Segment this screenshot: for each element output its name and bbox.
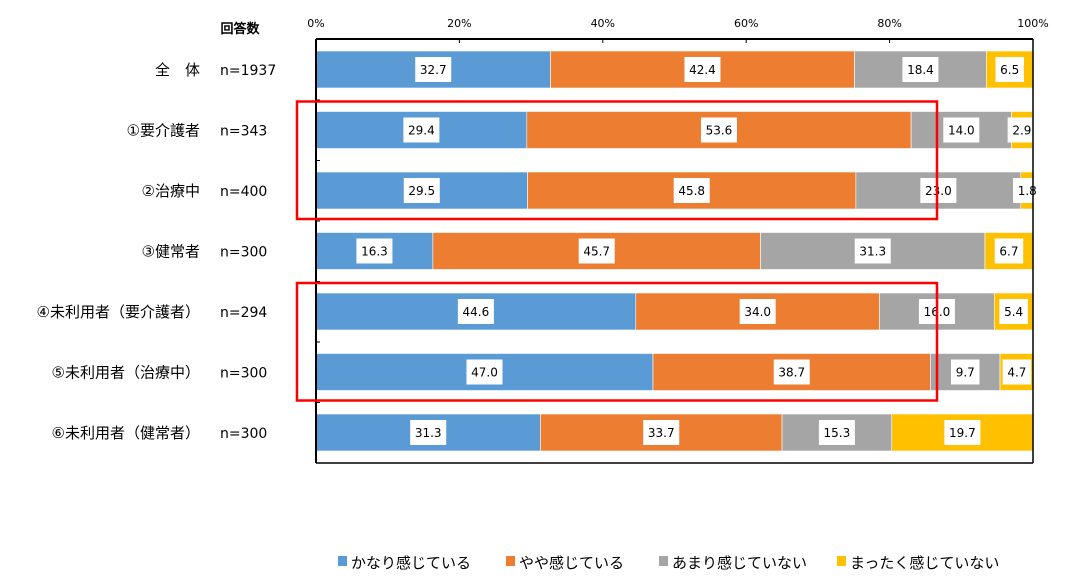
data-label-box — [773, 359, 810, 385]
n-label: n=400 — [220, 184, 267, 200]
data-label-box — [995, 57, 1024, 82]
x-tick-label: 40% — [591, 17, 615, 30]
data-label-box — [673, 178, 710, 203]
data-label-box — [920, 178, 957, 203]
data-label-box — [854, 238, 891, 264]
data-label: 16.3 — [361, 245, 388, 259]
legend-swatch — [506, 556, 515, 566]
data-label: 29.4 — [408, 124, 435, 138]
data-label-box — [999, 299, 1028, 324]
legend-label: やや感じている — [519, 554, 624, 572]
x-tick-label: 100% — [1017, 17, 1048, 30]
data-label-box — [466, 359, 503, 385]
data-label: 53.6 — [706, 124, 733, 138]
n-header: 回答数 — [220, 21, 260, 37]
legend-label: かなり感じている — [351, 554, 471, 572]
data-label-box — [1002, 359, 1032, 385]
data-label-box — [410, 420, 447, 445]
legend-label: まったく感じていない — [850, 554, 999, 572]
category-label: ④未利用者（要介護者） — [37, 303, 200, 321]
x-tick-label: 20% — [447, 17, 471, 30]
data-label-box — [643, 420, 680, 445]
data-label-box — [356, 238, 393, 264]
n-label: n=300 — [220, 366, 267, 382]
data-label-box — [457, 299, 494, 324]
data-label-box — [950, 359, 980, 385]
data-label: 33.7 — [648, 426, 675, 440]
data-label: 42.4 — [689, 63, 716, 77]
data-label: 5.4 — [1004, 305, 1023, 319]
category-label: ③健常者 — [142, 243, 200, 261]
data-label: 31.3 — [859, 245, 886, 259]
category-label: ⑤未利用者（治療中） — [52, 364, 200, 382]
data-label-box — [994, 238, 1024, 264]
data-label-box — [1013, 178, 1042, 203]
data-label: 38.7 — [778, 366, 805, 380]
data-label: 9.7 — [956, 366, 975, 380]
data-label-box — [403, 178, 440, 203]
data-label-box — [700, 117, 737, 143]
data-label-box — [818, 420, 855, 445]
data-label-box — [944, 420, 981, 445]
legend-swatch — [837, 556, 846, 566]
data-label-box — [578, 238, 615, 264]
data-label: 45.7 — [583, 245, 610, 259]
category-label: ⑥未利用者（健常者） — [52, 424, 200, 442]
legend-swatch — [659, 556, 668, 566]
data-label-box — [403, 117, 440, 143]
data-label-box — [943, 117, 980, 143]
data-label-box — [902, 57, 939, 82]
data-label: 1.8 — [1018, 184, 1037, 198]
category-label: ②治療中 — [142, 182, 200, 200]
data-label: 2.9 — [1012, 124, 1031, 138]
legend-label: あまり感じていない — [672, 554, 807, 572]
data-label: 44.6 — [463, 305, 490, 319]
data-label: 47.0 — [471, 366, 498, 380]
highlight-box — [295, 100, 939, 221]
data-label: 6.7 — [999, 245, 1018, 259]
data-label: 19.7 — [949, 426, 976, 440]
data-label: 45.8 — [678, 184, 705, 198]
data-label: 6.5 — [1000, 63, 1019, 77]
x-tick-label: 80% — [877, 17, 901, 30]
data-label: 32.7 — [420, 63, 447, 77]
data-label: 15.3 — [824, 426, 851, 440]
data-label: 31.3 — [415, 426, 442, 440]
data-label-box — [415, 57, 452, 82]
n-label: n=1937 — [220, 63, 276, 79]
data-label: 4.7 — [1007, 366, 1026, 380]
data-label: 23.0 — [925, 184, 952, 198]
data-label: 34.0 — [744, 305, 771, 319]
data-label-box — [1007, 117, 1037, 143]
n-label: n=300 — [220, 426, 267, 442]
highlight-box — [295, 281, 939, 402]
x-tick-label: 60% — [734, 17, 758, 30]
n-label: n=343 — [220, 124, 267, 140]
data-label-box — [684, 57, 721, 82]
category-label: 全 体 — [155, 61, 200, 79]
n-label: n=294 — [220, 305, 267, 321]
x-tick-label: 0% — [307, 17, 324, 30]
n-label: n=300 — [220, 245, 267, 261]
data-label-box — [739, 299, 776, 324]
data-label: 14.0 — [948, 124, 975, 138]
legend-swatch — [338, 556, 347, 566]
data-label: 29.5 — [408, 184, 435, 198]
data-label: 18.4 — [907, 63, 934, 77]
category-label: ①要介護者 — [127, 122, 200, 140]
